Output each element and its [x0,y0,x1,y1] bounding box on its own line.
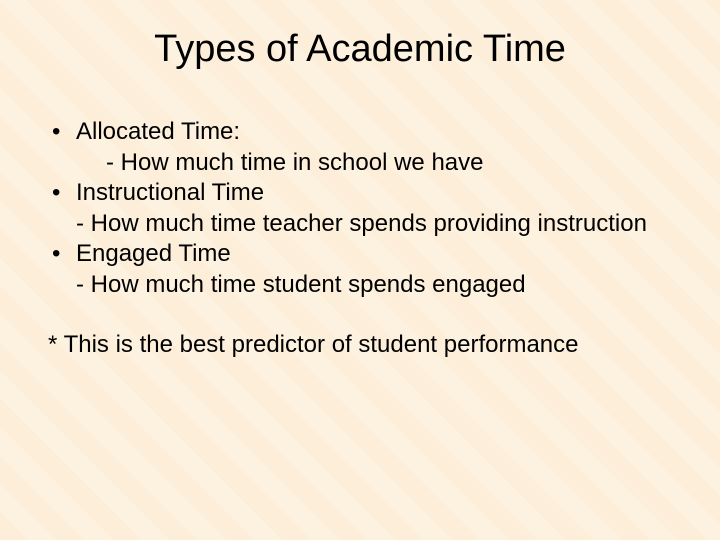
bullet-list: Allocated Time: - How much time in schoo… [48,117,672,300]
bullet-sub: - How much time in school we have [48,148,672,178]
bullet-sub: - How much time student spends engaged [48,270,672,300]
bullet-item: Engaged Time [48,239,672,269]
footnote: * This is the best predictor of student … [48,330,672,360]
slide-container: Types of Academic Time Allocated Time: -… [0,0,720,540]
bullet-item: Allocated Time: [48,117,672,147]
slide-title: Types of Academic Time [48,28,672,71]
bullet-sub: - How much time teacher spends providing… [48,209,672,239]
bullet-item: Instructional Time [48,178,672,208]
slide-content: Allocated Time: - How much time in schoo… [48,117,672,360]
